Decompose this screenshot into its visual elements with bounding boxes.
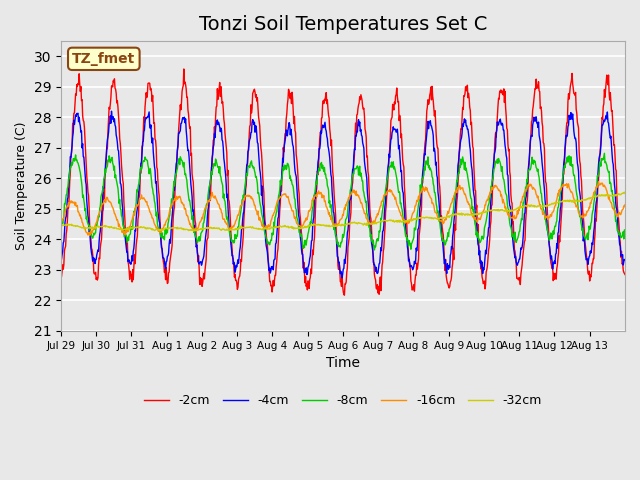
-16cm — [84, 232, 92, 238]
-8cm — [593, 173, 601, 179]
-16cm — [86, 232, 93, 238]
-2cm — [180, 66, 188, 72]
-4cm — [338, 275, 346, 281]
X-axis label: Time: Time — [326, 356, 360, 370]
-32cm — [57, 222, 65, 228]
-16cm — [390, 193, 397, 199]
Line: -16cm: -16cm — [61, 181, 625, 235]
Line: -8cm: -8cm — [61, 153, 625, 250]
-8cm — [162, 228, 170, 234]
-2cm — [84, 190, 92, 195]
-32cm — [162, 225, 170, 231]
Line: -4cm: -4cm — [61, 111, 625, 278]
-16cm — [292, 216, 300, 222]
-4cm — [390, 126, 398, 132]
-2cm — [603, 72, 611, 78]
-32cm — [621, 191, 629, 196]
-32cm — [84, 225, 92, 230]
-4cm — [292, 171, 300, 177]
-2cm — [162, 277, 170, 283]
-8cm — [621, 227, 629, 233]
-16cm — [593, 183, 601, 189]
-4cm — [594, 171, 602, 177]
-16cm — [603, 188, 611, 193]
-16cm — [621, 202, 629, 208]
-4cm — [84, 213, 92, 219]
Title: Tonzi Soil Temperatures Set C: Tonzi Soil Temperatures Set C — [199, 15, 487, 34]
Line: -32cm: -32cm — [61, 192, 625, 231]
-8cm — [371, 247, 378, 253]
Line: -2cm: -2cm — [61, 69, 625, 295]
-32cm — [602, 192, 610, 198]
-8cm — [84, 221, 92, 227]
-32cm — [621, 189, 628, 195]
-4cm — [163, 259, 170, 264]
-16cm — [57, 221, 65, 227]
-8cm — [291, 196, 299, 202]
-2cm — [390, 99, 398, 105]
-4cm — [108, 108, 115, 114]
Text: TZ_fmet: TZ_fmet — [72, 52, 136, 66]
-32cm — [593, 193, 601, 199]
-8cm — [600, 150, 608, 156]
-2cm — [621, 272, 629, 277]
-16cm — [163, 218, 170, 224]
Y-axis label: Soil Temperature (C): Soil Temperature (C) — [15, 122, 28, 250]
-32cm — [292, 226, 300, 231]
-16cm — [595, 179, 602, 184]
-4cm — [603, 116, 611, 122]
Legend: -2cm, -4cm, -8cm, -16cm, -32cm: -2cm, -4cm, -8cm, -16cm, -32cm — [139, 389, 547, 412]
-4cm — [57, 255, 65, 261]
-8cm — [390, 166, 397, 172]
-8cm — [603, 162, 611, 168]
-2cm — [292, 130, 300, 136]
-2cm — [340, 292, 348, 298]
-4cm — [621, 257, 629, 263]
-2cm — [594, 180, 602, 186]
-8cm — [57, 228, 65, 233]
-32cm — [390, 218, 397, 224]
-2cm — [57, 271, 65, 277]
-32cm — [190, 228, 198, 234]
